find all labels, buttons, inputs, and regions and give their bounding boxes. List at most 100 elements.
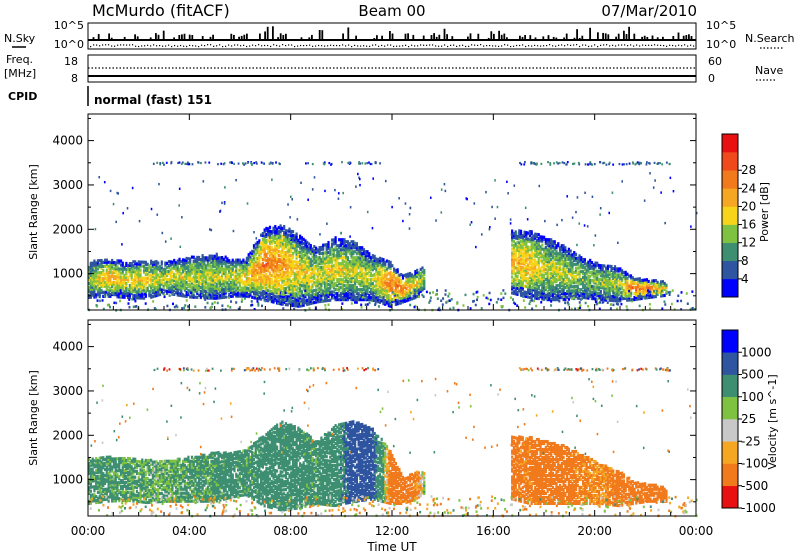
echo-cell	[371, 294, 374, 298]
echo-cell	[203, 258, 206, 262]
echo-cell	[553, 272, 556, 276]
echo-cell	[256, 248, 259, 253]
echo-cell	[539, 245, 542, 249]
echo-cell	[378, 262, 382, 266]
echo-cell	[548, 286, 551, 290]
echo-cell	[346, 286, 350, 290]
echo-cell	[364, 252, 367, 256]
echo-cell	[197, 265, 201, 270]
echo-cell	[528, 237, 531, 242]
echo-cell	[192, 269, 195, 273]
echo-cell	[375, 285, 378, 289]
echo-cell	[534, 276, 537, 280]
echo-cell	[268, 231, 272, 235]
echo-cell	[548, 244, 551, 248]
echo-cell	[352, 298, 355, 302]
echo-cell	[100, 262, 103, 267]
echo-cell	[306, 244, 309, 249]
echo-cell	[387, 266, 390, 270]
echo-cell	[585, 268, 588, 272]
echo-cell	[519, 245, 523, 249]
echo-cell	[355, 270, 358, 274]
echo-cell	[249, 269, 252, 273]
echo-cell	[350, 276, 353, 280]
noise-search-dot	[450, 44, 452, 47]
echo-cell	[558, 290, 562, 294]
echo-cell	[590, 270, 594, 275]
echo-cell	[100, 258, 103, 263]
echo-cell	[551, 288, 555, 292]
echo-cell	[345, 294, 348, 298]
echo-cell	[582, 279, 585, 284]
echo-cell	[325, 247, 328, 251]
echo-cell	[231, 288, 234, 292]
echo-cell	[187, 257, 190, 261]
echo-cell	[270, 254, 273, 258]
echo-cell	[288, 283, 291, 287]
echo-cell	[178, 271, 181, 275]
echo-cell	[558, 266, 562, 270]
noise-search-dot	[408, 45, 410, 48]
echo-cell	[274, 266, 277, 271]
echo-cell	[197, 267, 201, 272]
echo-cell	[551, 270, 555, 274]
echo-cell	[174, 273, 178, 277]
echo-cell	[341, 298, 344, 302]
echo-cell	[596, 275, 599, 279]
echo-cell	[228, 259, 231, 263]
echo-cell	[583, 272, 586, 276]
echo-cell	[275, 285, 279, 289]
echo-cell	[512, 231, 516, 236]
echo-cell	[297, 278, 300, 282]
echo-cell	[206, 264, 210, 268]
echo-cell	[562, 246, 565, 250]
echo-cell	[267, 289, 270, 293]
echo-cell	[320, 279, 323, 283]
echo-cell	[546, 290, 549, 294]
echo-cell	[275, 249, 279, 253]
echo-cell	[137, 268, 140, 272]
echo-cell	[377, 276, 380, 280]
echo-cell	[393, 267, 396, 271]
echo-cell	[530, 288, 533, 292]
echo-cell	[569, 289, 572, 293]
echo-cell	[566, 253, 569, 258]
echo-cell	[355, 298, 358, 302]
echo-cell	[236, 260, 240, 264]
echo-cell	[302, 247, 305, 251]
echo-cell	[137, 276, 140, 280]
echo-cell	[393, 269, 396, 273]
noise-search-dot	[279, 45, 281, 47]
echo-cell	[284, 237, 288, 241]
echo-cell	[190, 265, 194, 269]
echo-cell	[587, 276, 590, 280]
echo-cell	[357, 260, 360, 264]
echo-cell	[339, 298, 343, 302]
echo-cell	[272, 248, 275, 252]
echo-cell	[299, 272, 302, 276]
echo-cell	[244, 290, 247, 294]
echo-cell	[300, 258, 303, 262]
echo-cell	[307, 266, 311, 270]
echo-cell	[88, 265, 91, 270]
echo-cell	[528, 257, 531, 262]
echo-cell	[275, 241, 279, 245]
echo-cell	[281, 280, 284, 284]
noise-search-dot	[396, 45, 398, 47]
echo-cell	[132, 282, 135, 286]
echo-cell	[268, 233, 272, 237]
echo-cell	[299, 246, 302, 250]
echo-cell	[548, 258, 551, 262]
echo-cell	[233, 278, 236, 282]
echo-cell	[281, 294, 284, 298]
noise-search-dot	[435, 45, 437, 47]
echo-cell	[345, 298, 348, 302]
echo-cell	[146, 266, 149, 270]
echo-cell	[346, 264, 350, 268]
echo-cell	[334, 270, 337, 274]
echo-cell	[325, 259, 328, 263]
echo-cell	[410, 279, 413, 283]
echo-cell	[546, 280, 549, 284]
echo-cell	[231, 268, 234, 272]
echo-cell	[542, 273, 546, 277]
